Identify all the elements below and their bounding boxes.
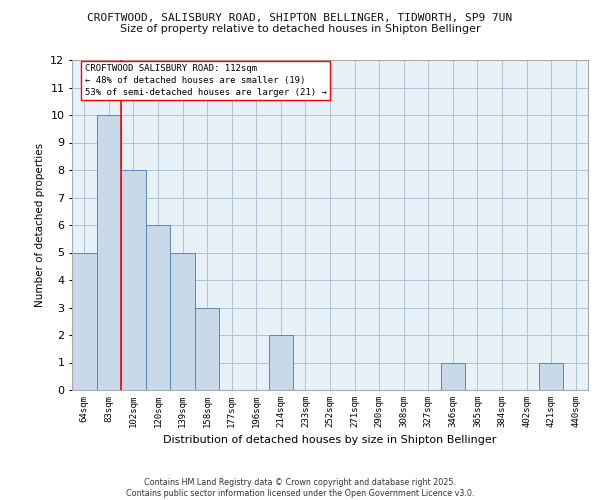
Bar	[195, 308, 220, 390]
Bar	[146, 225, 170, 390]
Bar	[539, 362, 563, 390]
Y-axis label: Number of detached properties: Number of detached properties	[35, 143, 44, 307]
X-axis label: Distribution of detached houses by size in Shipton Bellinger: Distribution of detached houses by size …	[163, 436, 497, 446]
Bar	[97, 115, 121, 390]
Text: Contains HM Land Registry data © Crown copyright and database right 2025.
Contai: Contains HM Land Registry data © Crown c…	[126, 478, 474, 498]
Bar	[440, 362, 465, 390]
Bar	[269, 335, 293, 390]
Text: CROFTWOOD SALISBURY ROAD: 112sqm
← 48% of detached houses are smaller (19)
53% o: CROFTWOOD SALISBURY ROAD: 112sqm ← 48% o…	[85, 64, 326, 96]
Bar	[170, 252, 195, 390]
Text: Size of property relative to detached houses in Shipton Bellinger: Size of property relative to detached ho…	[119, 24, 481, 34]
Bar	[72, 252, 97, 390]
Text: CROFTWOOD, SALISBURY ROAD, SHIPTON BELLINGER, TIDWORTH, SP9 7UN: CROFTWOOD, SALISBURY ROAD, SHIPTON BELLI…	[88, 12, 512, 22]
Bar	[121, 170, 146, 390]
